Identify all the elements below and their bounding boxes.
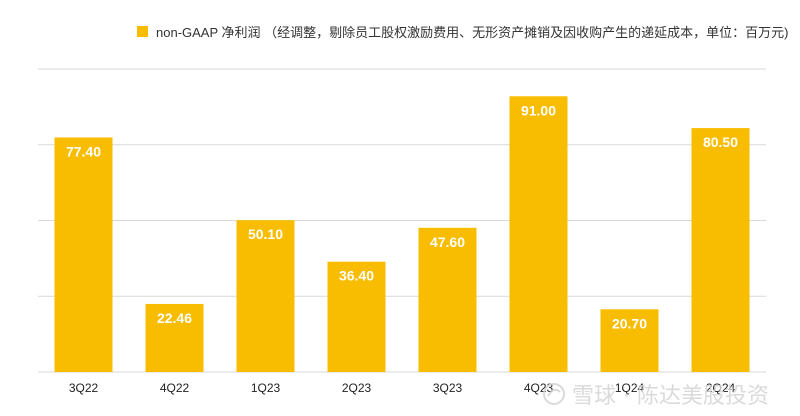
x-tick-label: 4Q22 <box>160 381 190 395</box>
bar <box>54 137 113 372</box>
x-tick-label: 2Q23 <box>342 381 372 395</box>
value-labels: 77.40 22.46 50.10 36.40 47.60 91.00 20.70 80.50 <box>66 102 738 331</box>
bar <box>691 128 750 372</box>
bar <box>509 96 568 373</box>
data-label: 77.40 <box>66 143 101 159</box>
snowball-logo-icon <box>543 383 565 405</box>
data-label: 22.46 <box>157 310 192 326</box>
data-label: 36.40 <box>339 268 374 284</box>
x-tick-label: 4Q23 <box>524 381 554 395</box>
x-tick-label: 1Q24 <box>615 381 645 395</box>
x-tick-label: 3Q23 <box>433 381 463 395</box>
bars <box>54 96 750 373</box>
bar <box>236 220 295 372</box>
bar <box>418 227 477 372</box>
x-axis-ticks: 3Q22 4Q22 1Q23 2Q23 3Q23 4Q23 1Q24 2Q24 <box>69 381 736 395</box>
watermark-text: 雪球 · 陈达美股投资 <box>572 384 769 409</box>
bar <box>600 309 659 372</box>
legend-swatch <box>137 26 148 37</box>
data-label: 20.70 <box>612 315 647 331</box>
bar <box>327 261 386 372</box>
x-tick-label: 2Q24 <box>706 381 736 395</box>
data-label: 80.50 <box>703 134 738 150</box>
x-tick-label: 3Q22 <box>69 381 99 395</box>
legend-label: non-GAAP 净利润 （经调整，剔除员工股权激励费用、无形资产摊销及因收购产… <box>156 25 789 40</box>
x-tick-label: 1Q23 <box>251 381 281 395</box>
watermark: 雪球 · 陈达美股投资 <box>542 378 769 410</box>
data-label: 47.60 <box>430 234 465 250</box>
data-label: 50.10 <box>248 226 283 242</box>
legend: non-GAAP 净利润 （经调整，剔除员工股权激励费用、无形资产摊销及因收购产… <box>137 22 788 41</box>
bar <box>145 303 204 372</box>
data-label: 91.00 <box>521 102 556 118</box>
